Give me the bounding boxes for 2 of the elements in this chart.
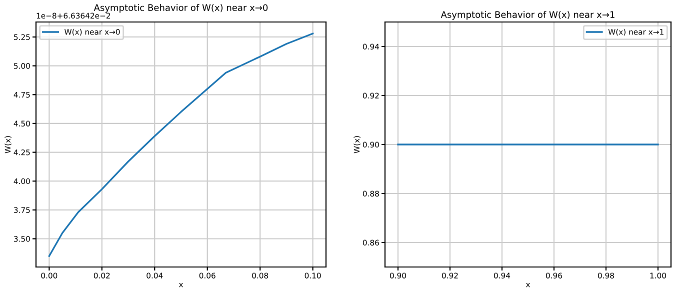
chart-title: Asymptotic Behavior of W(x) near x→1 bbox=[440, 10, 614, 20]
chart-title: Asymptotic Behavior of W(x) near x→0 bbox=[94, 4, 268, 13]
